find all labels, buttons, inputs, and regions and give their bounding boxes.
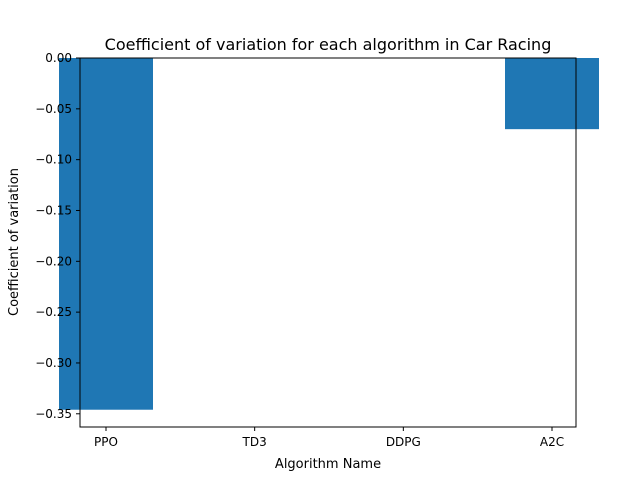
- y-tick-label: −0.25: [35, 305, 72, 319]
- x-tick-label: TD3: [242, 435, 267, 449]
- x-tick-label: DDPG: [386, 435, 421, 449]
- y-tick-label: −0.20: [35, 254, 72, 268]
- x-axis-label: Algorithm Name: [275, 457, 381, 472]
- bar-a2c: [505, 58, 599, 130]
- bar-group: [59, 58, 599, 410]
- y-tick-label: −0.15: [35, 203, 72, 217]
- y-tick-label: −0.10: [35, 153, 72, 167]
- x-tick-label: PPO: [94, 435, 118, 449]
- chart-title: Coefficient of variation for each algori…: [105, 35, 552, 54]
- x-axis: PPO TD3 DDPG A2C: [94, 427, 564, 449]
- y-axis-label: Coefficient of variation: [7, 168, 22, 316]
- y-tick-label: −0.05: [35, 102, 72, 116]
- y-tick-label: 0.00: [45, 51, 72, 65]
- y-axis: 0.00 −0.05 −0.10 −0.15 −0.20 −0.25 −0.30 −0.35: [35, 51, 80, 421]
- bar-ppo: [59, 58, 153, 410]
- y-tick-label: −0.35: [35, 407, 72, 421]
- x-tick-label: A2C: [540, 435, 564, 449]
- y-tick-label: −0.30: [35, 356, 72, 370]
- plot-frame: [79, 57, 577, 428]
